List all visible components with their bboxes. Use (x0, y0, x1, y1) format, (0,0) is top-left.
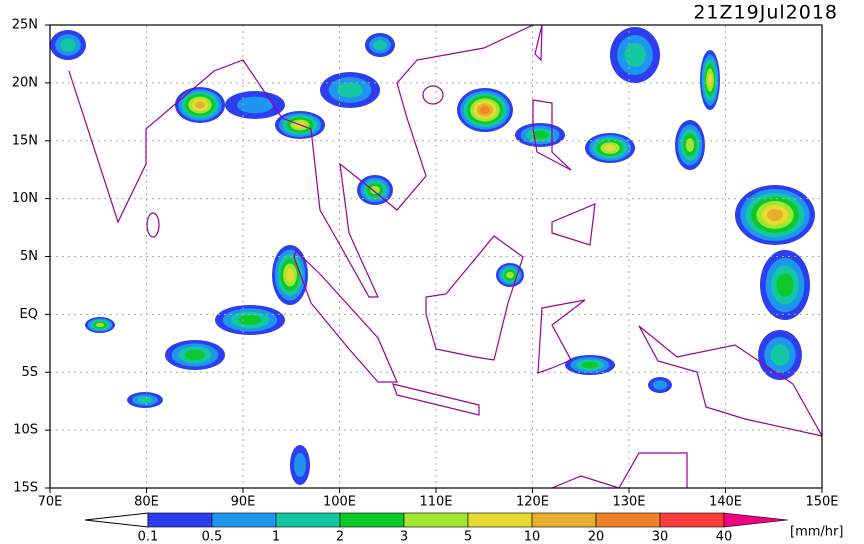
rain-cell (237, 96, 273, 114)
y-tick-label: 15N (12, 133, 38, 148)
rain-cell (776, 273, 794, 297)
colorbar-label: 10 (524, 530, 541, 544)
x-tick-label: 70E (38, 495, 63, 510)
rain-cell (238, 315, 262, 325)
rain-cell (373, 39, 387, 51)
coastline (146, 212, 160, 238)
rain-cell (624, 43, 646, 67)
rain-cell (95, 322, 105, 328)
rain-field (50, 27, 815, 485)
coastlines (68, 25, 822, 488)
rain-cell (770, 344, 790, 366)
rain-cell (506, 271, 514, 279)
x-tick-label: 140E (709, 495, 742, 510)
coastline (293, 249, 398, 383)
colorbar-box (339, 512, 405, 528)
y-tick-label: 20N (12, 75, 38, 90)
colorbar: [mm/hr] 0.1 0.5 1 2 3 5 10 20 30 40 (84, 512, 843, 544)
rain-cell (60, 38, 76, 52)
x-tick-label: 100E (323, 495, 356, 510)
coastline (534, 25, 543, 62)
colorbar-label: 0.1 (138, 530, 159, 544)
colorbar-label: 30 (652, 530, 669, 544)
colorbar-label: 0.5 (202, 530, 223, 544)
rain-cell (531, 131, 549, 139)
x-tick-label: 110E (419, 495, 452, 510)
colorbar-box (595, 512, 661, 528)
y-tick-label: 5S (21, 365, 38, 380)
coastline (532, 99, 572, 171)
colorbar-box (467, 512, 533, 528)
colorbar-box (403, 512, 469, 528)
coastline (551, 203, 596, 246)
grid (50, 25, 822, 488)
colorbar-box (211, 512, 277, 528)
colorbar-label: 40 (716, 530, 733, 544)
colorbar-box (659, 512, 725, 528)
y-tick-label: 10N (12, 191, 38, 206)
colorbar-label: 2 (336, 530, 344, 544)
colorbar-lower-triangle (84, 512, 149, 528)
coastline (68, 25, 534, 298)
rain-cell (137, 396, 153, 404)
colorbar-label: 3 (400, 530, 408, 544)
rain-cell (767, 209, 783, 221)
rain-cell (652, 380, 668, 390)
axes: 70E 80E 90E 100E 110E 120E 130E 140E 150E 25N 20N 1… (12, 18, 839, 510)
rain-cell (707, 73, 713, 87)
y-tick-label: 15S (13, 481, 38, 496)
rain-cell (337, 82, 363, 98)
x-tick-label: 120E (516, 495, 549, 510)
colorbar-upper-triangle (723, 512, 789, 528)
colorbar-box (275, 512, 341, 528)
colorbar-label: 1 (272, 530, 280, 544)
colorbar-label: 5 (464, 530, 472, 544)
coastline (638, 325, 822, 437)
colorbar-box (147, 512, 213, 528)
y-tick-label: EQ (20, 307, 38, 322)
y-tick-label: 25N (12, 18, 38, 33)
coastline (425, 235, 524, 361)
colorbar-unit: [mm/hr] (790, 525, 843, 540)
x-tick-label: 130E (612, 495, 645, 510)
x-tick-label: 90E (231, 495, 256, 510)
map-title: 21Z19Jul2018 (693, 2, 838, 24)
y-tick-label: 5N (20, 249, 38, 264)
colorbar-label: 20 (588, 530, 605, 544)
rain-cell (185, 350, 205, 360)
x-tick-label: 80E (134, 495, 159, 510)
rain-cell (370, 185, 380, 195)
rain-cell (195, 101, 205, 109)
y-tick-label: 10S (13, 423, 38, 438)
rain-cell (285, 268, 295, 282)
coastline (392, 383, 480, 416)
rain-cell (581, 361, 599, 369)
coastline (551, 452, 689, 488)
rain-cell (604, 144, 616, 152)
coastline (422, 85, 444, 105)
coastline (537, 299, 586, 374)
x-tick-label: 150E (805, 495, 838, 510)
colorbar-box (531, 512, 597, 528)
rain-cell (294, 453, 306, 477)
rain-cell (685, 138, 695, 152)
rain-cell (480, 106, 490, 114)
